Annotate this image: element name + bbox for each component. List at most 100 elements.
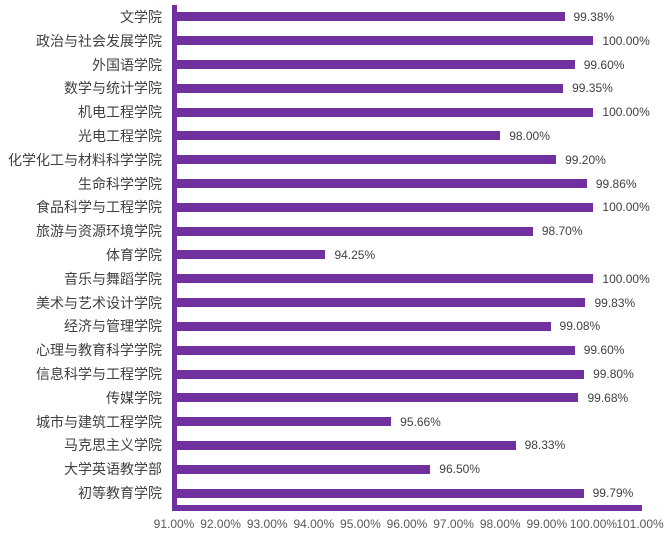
- category-label: 光电工程学院: [78, 127, 162, 144]
- bar: [177, 393, 579, 403]
- y-axis-line: [172, 5, 177, 511]
- chart-row: 文学院 99.38%: [0, 5, 669, 29]
- bar: [177, 107, 594, 117]
- chart-row: 食品科学与工程学院 100.00%: [0, 195, 669, 219]
- chart-row: 数学与统计学院 99.35%: [0, 76, 669, 100]
- bar: [177, 274, 594, 284]
- chart-row: 化学化工与材料科学学院 99.20%: [0, 148, 669, 172]
- chart-row: 心理与教育科学学院 99.60%: [0, 338, 669, 362]
- bar: [177, 345, 575, 355]
- chart-row: 旅游与资源环境学院 98.70%: [0, 219, 669, 243]
- chart-row: 生命科学学院 99.86%: [0, 172, 669, 196]
- bar: [177, 298, 586, 308]
- bar: [177, 417, 392, 427]
- value-label: 99.60%: [583, 343, 625, 358]
- x-axis-tick-label: 93.00%: [246, 517, 288, 531]
- chart-row: 政治与社会发展学院 100.00%: [0, 29, 669, 53]
- chart-row: 光电工程学院 98.00%: [0, 124, 669, 148]
- x-axis-tick-label: 91.00%: [153, 517, 195, 531]
- category-label: 大学英语教学部: [64, 461, 162, 478]
- x-axis-tick-label: 94.00%: [293, 517, 335, 531]
- category-label: 生命科学学院: [78, 175, 162, 192]
- value-label: 99.68%: [587, 390, 629, 405]
- x-axis-tick-label: 98.00%: [479, 517, 521, 531]
- value-label: 99.35%: [572, 81, 613, 96]
- category-label: 音乐与舞蹈学院: [64, 270, 162, 287]
- x-axis-tick-label: 100.00%: [569, 517, 618, 531]
- bar: [177, 226, 533, 236]
- category-label: 美术与艺术设计学院: [36, 294, 162, 311]
- chart-row: 大学英语教学部 96.50%: [0, 457, 669, 481]
- x-axis-tick-label: 95.00%: [340, 517, 381, 531]
- bar: [177, 202, 594, 212]
- category-label: 信息科学与工程学院: [36, 366, 162, 383]
- value-label: 94.25%: [334, 247, 376, 262]
- chart-row: 音乐与舞蹈学院 100.00%: [0, 267, 669, 291]
- value-label: 98.00%: [509, 128, 550, 143]
- value-label: 98.70%: [541, 224, 583, 239]
- chart-row: 机电工程学院 100.00%: [0, 100, 669, 124]
- value-label: 99.86%: [595, 176, 637, 191]
- bar: [177, 12, 565, 22]
- category-label: 心理与教育科学学院: [36, 342, 162, 359]
- category-label: 传媒学院: [106, 389, 162, 406]
- value-label: 99.79%: [592, 486, 634, 501]
- bar: [177, 60, 575, 69]
- chart-row: 美术与艺术设计学院 99.83%: [0, 291, 669, 315]
- category-label: 旅游与资源环境学院: [36, 223, 162, 240]
- bar: [177, 155, 557, 165]
- x-axis-tick-label: 99.00%: [526, 517, 568, 531]
- bar: [177, 321, 551, 331]
- bar: [177, 488, 584, 498]
- value-label: 98.33%: [524, 438, 566, 453]
- category-label: 体育学院: [106, 246, 162, 263]
- value-label: 100.00%: [602, 200, 650, 215]
- category-label: 数学与统计学院: [64, 80, 162, 97]
- value-label: 100.00%: [602, 271, 650, 286]
- category-label: 化学化工与材料科学学院: [8, 151, 162, 168]
- value-label: 100.00%: [602, 33, 650, 48]
- chart-row: 初等教育学院 99.79%: [0, 481, 669, 505]
- value-label: 95.66%: [400, 414, 441, 429]
- bar: [177, 179, 587, 189]
- value-label: 99.60%: [583, 57, 625, 72]
- x-axis-tick-label: 96.00%: [386, 517, 428, 531]
- value-label: 99.83%: [594, 295, 636, 310]
- chart-row: 信息科学与工程学院 99.80%: [0, 362, 669, 386]
- category-label: 马克思主义学院: [64, 437, 162, 454]
- category-label: 机电工程学院: [78, 104, 162, 121]
- category-label: 经济与管理学院: [64, 318, 162, 335]
- bar: [177, 464, 431, 474]
- category-label: 城市与建筑工程学院: [36, 413, 162, 430]
- value-label: 99.08%: [559, 319, 601, 334]
- chart-row: 马克思主义学院 98.33%: [0, 434, 669, 458]
- category-label: 初等教育学院: [78, 485, 162, 502]
- bar: [177, 83, 564, 93]
- value-label: 96.50%: [439, 462, 480, 477]
- x-axis-tick-label: 97.00%: [433, 517, 474, 531]
- x-axis-tick-label: 101.00%: [616, 517, 664, 531]
- category-label: 外国语学院: [92, 56, 162, 73]
- bar: [177, 369, 585, 379]
- bar: [177, 131, 501, 141]
- x-axis-line: [172, 505, 642, 511]
- chart-row: 经济与管理学院 99.08%: [0, 315, 669, 339]
- x-axis-tick-label: 92.00%: [200, 517, 241, 531]
- chart-row: 体育学院 94.25%: [0, 243, 669, 267]
- value-label: 99.38%: [573, 9, 615, 24]
- bar: [177, 440, 516, 450]
- value-label: 99.20%: [565, 152, 606, 167]
- category-label: 文学院: [120, 8, 162, 25]
- value-label: 100.00%: [602, 105, 650, 120]
- category-label: 食品科学与工程学院: [36, 199, 162, 216]
- bar: [177, 36, 594, 46]
- chart-row: 外国语学院 99.60%: [0, 53, 669, 77]
- category-label: 政治与社会发展学院: [36, 32, 162, 49]
- bar: [177, 250, 326, 260]
- chart-row: 传媒学院 99.68%: [0, 386, 669, 410]
- value-label: 99.80%: [593, 367, 634, 382]
- chart-row: 城市与建筑工程学院 95.66%: [0, 410, 669, 434]
